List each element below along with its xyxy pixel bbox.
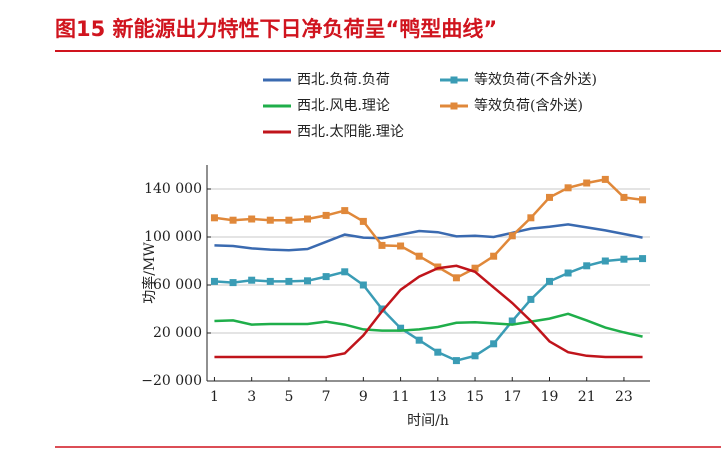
series-line <box>214 257 643 362</box>
point-marker <box>397 324 405 332</box>
point-marker <box>378 305 386 313</box>
point-marker <box>229 279 237 287</box>
point-marker <box>229 216 237 224</box>
point-marker <box>527 295 535 303</box>
x-tick-label: 19 <box>541 389 559 405</box>
point-marker <box>545 193 553 201</box>
legend-marker <box>450 102 458 110</box>
point-marker <box>359 281 367 289</box>
x-tick-label: 17 <box>503 389 521 405</box>
point-marker <box>285 277 293 285</box>
legend-label: 西北.负荷.负荷 <box>297 72 390 88</box>
point-marker <box>564 184 572 192</box>
point-marker <box>583 262 591 270</box>
x-tick-label: 5 <box>284 389 293 405</box>
point-marker <box>266 277 274 285</box>
point-marker <box>248 215 256 223</box>
point-marker <box>639 255 647 263</box>
point-marker <box>341 207 349 215</box>
y-tick-label: 60 000 <box>153 277 202 293</box>
point-marker <box>434 348 442 356</box>
x-tick-label: 11 <box>392 389 410 405</box>
point-marker <box>304 277 312 285</box>
x-tick-label: 1 <box>210 389 219 405</box>
point-marker <box>304 215 312 223</box>
legend-label: 西北.风电.理论 <box>297 98 390 114</box>
point-marker <box>210 277 218 285</box>
x-tick-label: 21 <box>578 389 596 405</box>
x-tick-label: 15 <box>466 389 484 405</box>
point-marker <box>508 232 516 240</box>
point-marker <box>322 211 330 219</box>
x-tick-label: 9 <box>359 389 368 405</box>
point-marker <box>564 269 572 277</box>
point-marker <box>359 217 367 225</box>
point-marker <box>322 273 330 281</box>
point-marker <box>620 255 628 263</box>
y-tick-label: 20 000 <box>153 325 202 341</box>
point-marker <box>266 216 274 224</box>
legend-marker <box>450 76 458 84</box>
series-line <box>214 223 643 252</box>
point-marker <box>508 317 516 325</box>
point-marker <box>620 193 628 201</box>
chart-title: 图15 新能源出力特性下日净负荷呈“鸭型曲线” <box>55 17 497 41</box>
y-tick-label: 140 000 <box>144 181 202 197</box>
point-marker <box>285 216 293 224</box>
x-tick-label: 13 <box>429 389 447 405</box>
point-marker <box>452 274 460 282</box>
legend-label: 西北.太阳能.理论 <box>297 124 404 140</box>
point-marker <box>248 276 256 284</box>
point-marker <box>601 175 609 183</box>
series-line <box>214 264 643 359</box>
point-marker <box>601 257 609 265</box>
point-marker <box>415 252 423 260</box>
point-marker <box>471 352 479 360</box>
point-marker <box>527 214 535 222</box>
point-marker <box>545 277 553 285</box>
point-marker <box>397 242 405 250</box>
x-tick-label: 23 <box>615 389 633 405</box>
legend-label: 等效负荷(含外送) <box>474 97 583 114</box>
x-tick-label: 7 <box>322 389 331 405</box>
x-axis-label: 时间/h <box>407 413 449 429</box>
y-tick-label: −20 000 <box>141 373 202 389</box>
point-marker <box>490 340 498 348</box>
point-marker <box>490 252 498 260</box>
x-tick-label: 3 <box>247 389 256 405</box>
point-marker <box>210 214 218 222</box>
y-axis-label: 功率/MW <box>141 242 158 304</box>
point-marker <box>378 241 386 249</box>
point-marker <box>452 357 460 365</box>
point-marker <box>639 196 647 204</box>
point-marker <box>583 179 591 187</box>
legend-label: 等效负荷(不含外送) <box>474 71 597 88</box>
y-tick-label: 100 000 <box>144 229 202 245</box>
point-marker <box>471 264 479 272</box>
point-marker <box>415 336 423 344</box>
point-marker <box>341 268 349 276</box>
series-line <box>214 312 643 338</box>
series-line <box>214 178 643 280</box>
